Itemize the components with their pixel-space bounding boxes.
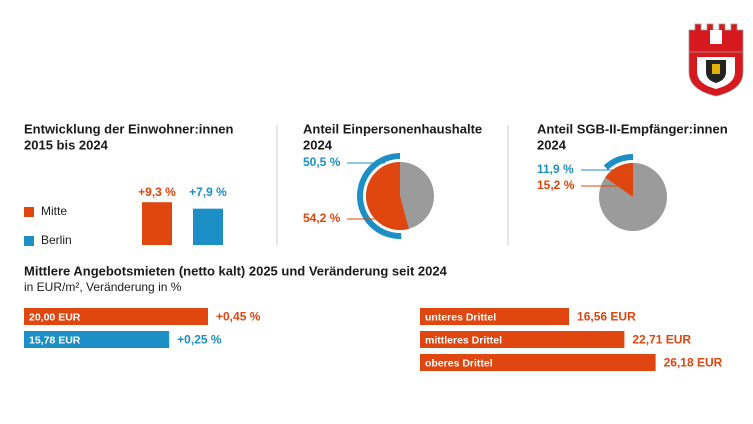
chart-title: Anteil Einpersonenhaushalte <box>303 121 482 136</box>
bar <box>24 308 208 325</box>
pie-segment <box>603 154 633 170</box>
pie-segment <box>605 163 633 197</box>
chart-title: Mittlere Angebotsmieten (netto kalt) 202… <box>24 263 448 278</box>
bar-category-label: mittleres Drittel <box>425 334 502 346</box>
chart-title: Anteil SGB-II-Empfänger:innen <box>537 121 728 136</box>
chart-subtitle: 2024 <box>303 137 333 152</box>
legend-label: Berlin <box>41 233 72 247</box>
bar-category-label: unteres Drittel <box>425 311 496 323</box>
value-label: 15,78 EUR <box>29 334 81 346</box>
legend-label: Mitte <box>41 204 67 218</box>
value-label: 22,71 EUR <box>632 333 691 347</box>
legend-swatch <box>24 236 34 246</box>
value-label: 11,9 % <box>537 162 574 176</box>
bar <box>420 331 625 348</box>
bar <box>420 308 570 325</box>
chart-subtitle: 2024 <box>537 137 567 152</box>
value-label: 54,2 % <box>303 211 341 225</box>
change-label: +0,45 % <box>216 310 261 324</box>
value-label: +7,9 % <box>189 185 227 199</box>
chart-title: Entwicklung der Einwohner:innen <box>24 121 234 136</box>
pie-segment <box>366 162 409 231</box>
bar <box>24 331 170 348</box>
change-label: +0,25 % <box>177 333 222 347</box>
coat-of-arms <box>688 23 744 97</box>
value-label: 16,56 EUR <box>577 310 636 324</box>
chart-subtitle: 2015 bis 2024 <box>24 137 109 152</box>
value-label: +9,3 % <box>138 185 176 199</box>
value-label: 20,00 EUR <box>29 311 81 323</box>
value-label: 50,5 % <box>303 155 341 169</box>
bar <box>193 208 223 245</box>
legend-swatch <box>24 207 34 217</box>
bar <box>420 354 656 371</box>
bar-category-label: oberes Drittel <box>425 357 493 369</box>
value-label: 26,18 EUR <box>664 356 723 370</box>
chart-subtitle: in EUR/m², Veränderung in % <box>24 280 182 294</box>
bar <box>142 202 172 245</box>
pie-segment <box>356 153 402 240</box>
value-label: 15,2 % <box>537 178 575 192</box>
